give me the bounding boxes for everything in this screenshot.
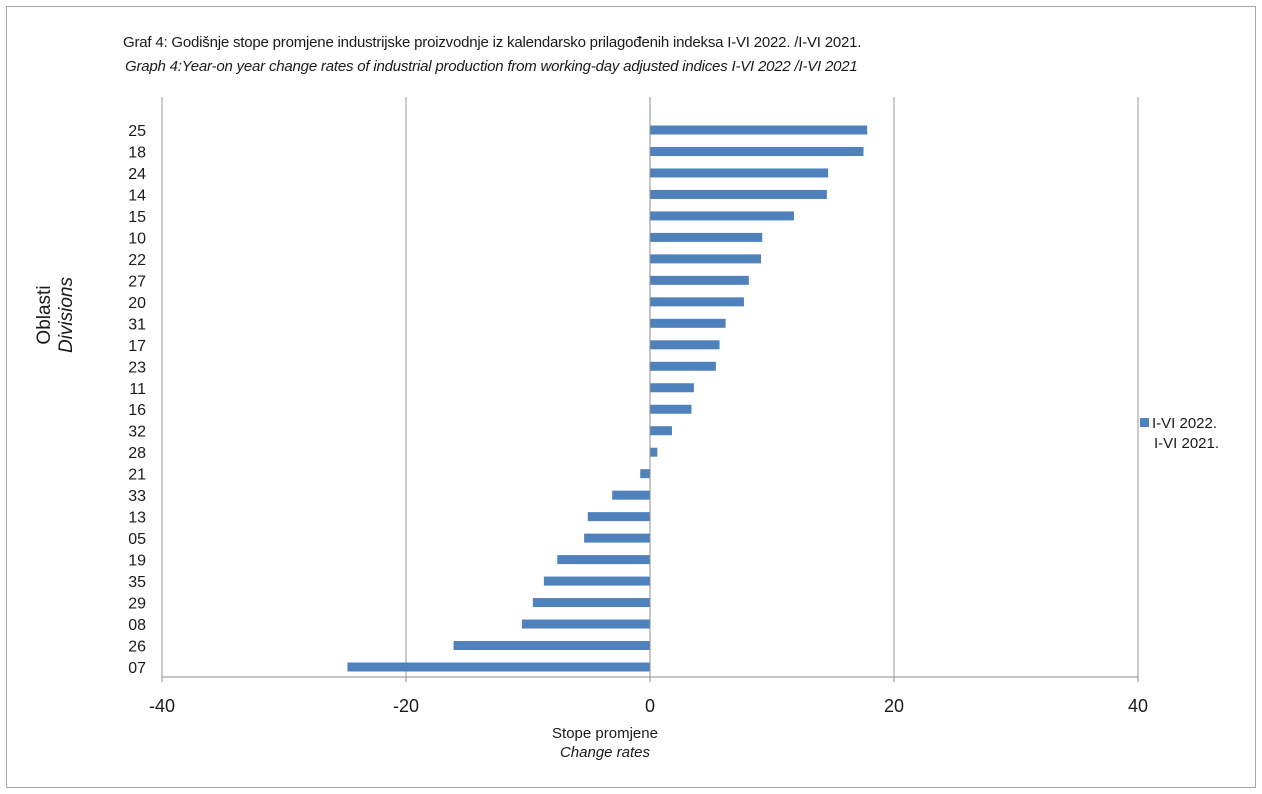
bar-17 (650, 340, 720, 350)
bar-13 (587, 512, 650, 522)
chart-frame (6, 6, 1256, 788)
x-tick-label: 20 (884, 696, 904, 716)
bar-28 (650, 447, 658, 457)
y-tick-label: 08 (128, 617, 146, 634)
y-tick-label: 10 (128, 230, 146, 247)
grid-layer (161, 97, 1139, 677)
bar-19 (557, 555, 650, 565)
bar-27 (650, 275, 749, 285)
bar-35 (543, 576, 650, 586)
y-tick-label: 20 (128, 295, 146, 312)
bar-07 (347, 662, 650, 672)
y-tick-label: 23 (128, 359, 146, 376)
x-axis-label: Stope promjene Change rates (505, 725, 705, 761)
y-tick-label: 05 (128, 531, 146, 548)
axis-layer: 25 18 24 14 15 10 22 27 20 31 17 23 11 16 32 28 21 33 13 05… (128, 97, 1148, 716)
bar-11 (650, 383, 694, 393)
y-tick-label: 31 (128, 316, 146, 333)
bar-33 (612, 490, 650, 500)
bar-21 (640, 469, 650, 479)
y-tick-label: 18 (128, 144, 146, 161)
bar-32 (650, 426, 672, 436)
y-tick-label: 25 (128, 123, 146, 140)
y-tick-label: 13 (128, 510, 146, 527)
y-tick-label: 21 (128, 467, 146, 484)
y-tick-label: 07 (128, 660, 146, 677)
bar-18 (650, 146, 864, 156)
x-tick-label: -40 (149, 696, 175, 716)
x-axis-label-secondary: Change rates (559, 744, 651, 761)
y-tick-label: 17 (128, 338, 146, 355)
y-tick-label: 29 (128, 596, 146, 613)
bar-24 (650, 168, 829, 178)
bar-25 (650, 125, 868, 135)
legend-label-1: I-VI 2022. (1152, 415, 1218, 432)
chart-title: Graf 4: Godišnje stope promjene industri… (123, 34, 862, 51)
bar-05 (584, 533, 650, 543)
y-tick-label: 35 (128, 574, 146, 591)
bar-08 (521, 619, 650, 629)
y-tick-label: 28 (128, 445, 146, 462)
y-tick-label: 16 (128, 402, 146, 419)
bar-29 (532, 598, 650, 608)
y-tick-label: 11 (129, 381, 146, 398)
x-tick-label: 0 (645, 696, 655, 716)
bar-14 (650, 189, 827, 199)
bar-22 (650, 254, 762, 264)
bar-31 (650, 318, 726, 328)
legend-swatch (1140, 418, 1149, 427)
legend-label-2: I-VI 2021. (1154, 435, 1220, 452)
y-tick-label: 24 (128, 166, 146, 183)
bar-26 (453, 641, 650, 651)
legend: I-VI 2022. I-VI 2021. (1140, 415, 1219, 452)
x-tick-label: -20 (393, 696, 419, 716)
bar-15 (650, 211, 794, 221)
legend-entry: I-VI 2022. (1140, 415, 1217, 432)
x-axis-label-primary: Stope promjene (552, 725, 658, 742)
bar-23 (650, 361, 716, 371)
y-tick-label: 26 (128, 639, 146, 656)
chart-subtitle: Graph 4:Year-on year change rates of ind… (125, 58, 858, 75)
y-tick-label: 32 (128, 424, 146, 441)
bar-layer (347, 125, 868, 672)
y-tick-label: 27 (128, 273, 146, 290)
y-tick-label: 14 (128, 187, 146, 204)
y-tick-label: 22 (128, 252, 146, 269)
y-tick-label: 33 (128, 488, 146, 505)
y-tick-label: 15 (128, 209, 146, 226)
bar-10 (650, 232, 763, 242)
x-tick-label: 40 (1128, 696, 1148, 716)
y-tick-label: 19 (128, 553, 146, 570)
bar-16 (650, 404, 692, 414)
bar-20 (650, 297, 744, 307)
